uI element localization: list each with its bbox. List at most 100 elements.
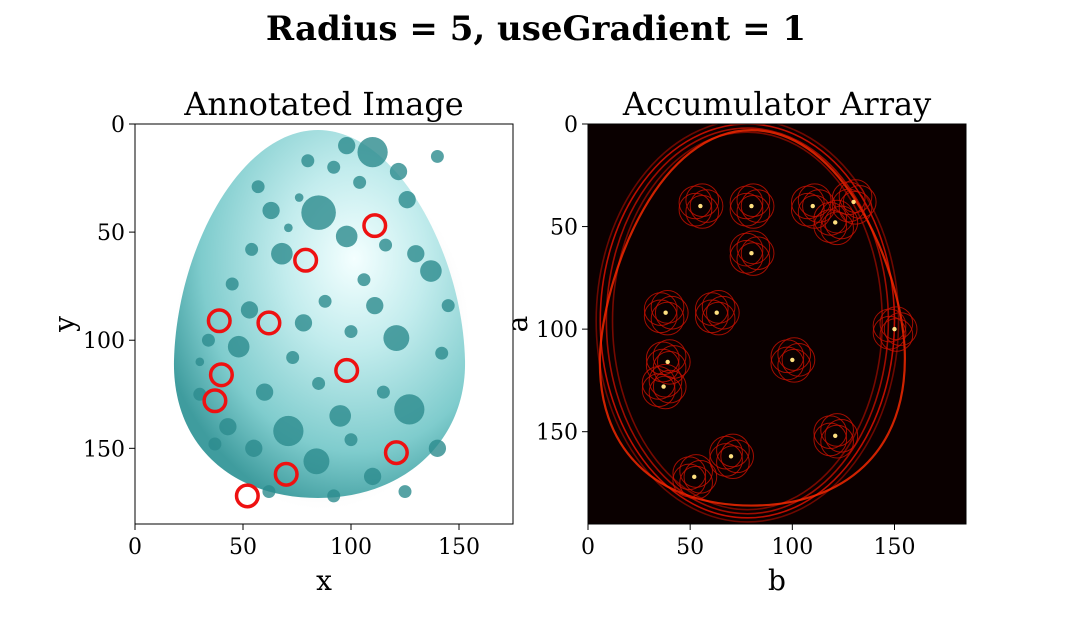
egg-spot bbox=[208, 437, 222, 451]
peak-vote-circle bbox=[820, 424, 854, 459]
right-x-tick-label: 0 bbox=[581, 535, 595, 560]
egg-spot bbox=[273, 415, 304, 447]
detected-circle-marker bbox=[383, 440, 409, 466]
egg-spot bbox=[338, 136, 356, 155]
egg-spot bbox=[327, 489, 341, 503]
detected-circle-marker bbox=[362, 213, 388, 239]
egg-spot bbox=[219, 418, 237, 436]
egg-spot bbox=[435, 346, 449, 360]
right-x-axis-label: b bbox=[768, 564, 786, 597]
accumulator-peak bbox=[892, 326, 897, 332]
peak-vote-circle bbox=[813, 415, 848, 450]
peak-vote-circle bbox=[736, 230, 771, 265]
peak-vote-circle bbox=[813, 209, 848, 243]
egg-spot bbox=[294, 193, 304, 202]
left-y-tick-label: 150 bbox=[83, 437, 125, 462]
egg-spot bbox=[441, 299, 455, 313]
egg-spot bbox=[195, 357, 205, 367]
peak-vote-circle bbox=[777, 348, 812, 383]
egg-spot bbox=[344, 325, 358, 339]
detected-circle-marker bbox=[293, 247, 319, 273]
accumulator-peak bbox=[692, 474, 697, 480]
egg-spot bbox=[301, 195, 336, 230]
left-x-tick-label: 100 bbox=[330, 535, 372, 560]
egg-spot bbox=[398, 485, 412, 499]
peak-vote-circle bbox=[672, 463, 707, 498]
accumulator-peak bbox=[851, 199, 856, 205]
egg-shape bbox=[173, 130, 466, 498]
right-axes-ticks: 0 50 100 150 0 50 100 150 bbox=[536, 113, 915, 560]
peak-vote-circle bbox=[720, 439, 755, 474]
left-y-axis-label: y bbox=[48, 316, 81, 333]
egg-spot bbox=[366, 296, 384, 315]
peak-vote-circle bbox=[824, 418, 859, 453]
egg-spot bbox=[353, 175, 367, 189]
peak-vote-circle bbox=[716, 445, 750, 480]
right-axes-frame bbox=[587, 123, 967, 525]
peak-vote-circle bbox=[683, 459, 718, 494]
right-y-axis-label: a bbox=[501, 316, 534, 333]
egg-spot bbox=[251, 180, 265, 194]
egg-spot bbox=[318, 294, 332, 308]
egg-spot bbox=[245, 242, 259, 256]
egg-spot bbox=[363, 467, 382, 486]
detected-circle-marker bbox=[206, 308, 232, 334]
peak-vote-circle bbox=[872, 315, 907, 350]
peak-vote-circle bbox=[777, 337, 812, 371]
peak-vote-circle bbox=[685, 195, 720, 229]
egg-spot bbox=[389, 162, 408, 181]
accumulator-peak bbox=[714, 310, 719, 315]
egg-spot bbox=[420, 260, 442, 282]
egg-spot bbox=[240, 301, 259, 319]
peak-vote-circle bbox=[641, 366, 676, 400]
peak-vote-circle bbox=[770, 339, 805, 374]
peak-vote-circle bbox=[824, 205, 859, 240]
egg-spot bbox=[430, 149, 444, 163]
egg-spot bbox=[394, 394, 425, 425]
right-x-tick-label: 150 bbox=[873, 535, 915, 560]
accumulator-peak bbox=[698, 203, 703, 209]
peak-vote-circle bbox=[694, 299, 729, 334]
peak-vote-circle bbox=[790, 192, 825, 227]
peak-vote-circle bbox=[820, 413, 854, 447]
egg-spot bbox=[357, 136, 388, 168]
egg-spot bbox=[262, 485, 276, 499]
left-y-tick-label: 0 bbox=[111, 113, 125, 138]
left-x-tick-label: 50 bbox=[229, 535, 257, 560]
peak-vote-circle bbox=[883, 312, 918, 346]
boundary-vote-ring bbox=[595, 124, 900, 523]
peak-vote-circle bbox=[694, 292, 729, 326]
peak-vote-circle bbox=[797, 183, 832, 218]
peak-vote-circle bbox=[672, 456, 707, 491]
egg-spot bbox=[286, 351, 300, 364]
peak-vote-circle bbox=[685, 183, 720, 218]
peak-vote-circle bbox=[650, 290, 685, 324]
accumulator-peak bbox=[833, 433, 838, 438]
left-y-tick-label: 50 bbox=[97, 221, 125, 246]
peak-vote-circle bbox=[813, 422, 848, 457]
peak-vote-circle bbox=[740, 236, 775, 271]
egg-spot bbox=[428, 439, 447, 457]
peak-vote-circle bbox=[706, 295, 740, 330]
peak-vote-circle bbox=[797, 195, 832, 229]
accumulator-peak bbox=[833, 220, 838, 225]
boundary-vote-ring bbox=[611, 131, 884, 511]
detected-circle-marker bbox=[273, 461, 299, 487]
annotated-image-title: Annotated Image bbox=[183, 85, 463, 123]
right-x-tick-label: 100 bbox=[771, 535, 813, 560]
egg-spot bbox=[407, 245, 425, 263]
egg-spot bbox=[225, 277, 239, 291]
peak-vote-circle bbox=[652, 339, 687, 373]
egg-spot bbox=[335, 225, 358, 248]
egg-spot bbox=[327, 160, 341, 174]
peak-vote-circle bbox=[820, 211, 854, 246]
peak-vote-circle bbox=[802, 189, 836, 223]
egg-image bbox=[135, 124, 513, 524]
left-axes-ticks: 0 50 100 150 0 50 100 150 bbox=[83, 113, 480, 560]
annotated-image-axes: Annotated Image 0 50 100 150 0 50 100 150 x y bbox=[48, 85, 514, 597]
egg-spot bbox=[284, 223, 293, 233]
peak-vote-circle bbox=[654, 295, 689, 330]
egg-spot bbox=[329, 405, 352, 427]
right-x-tick-label: 50 bbox=[676, 535, 704, 560]
peak-vote-circle bbox=[729, 240, 764, 274]
